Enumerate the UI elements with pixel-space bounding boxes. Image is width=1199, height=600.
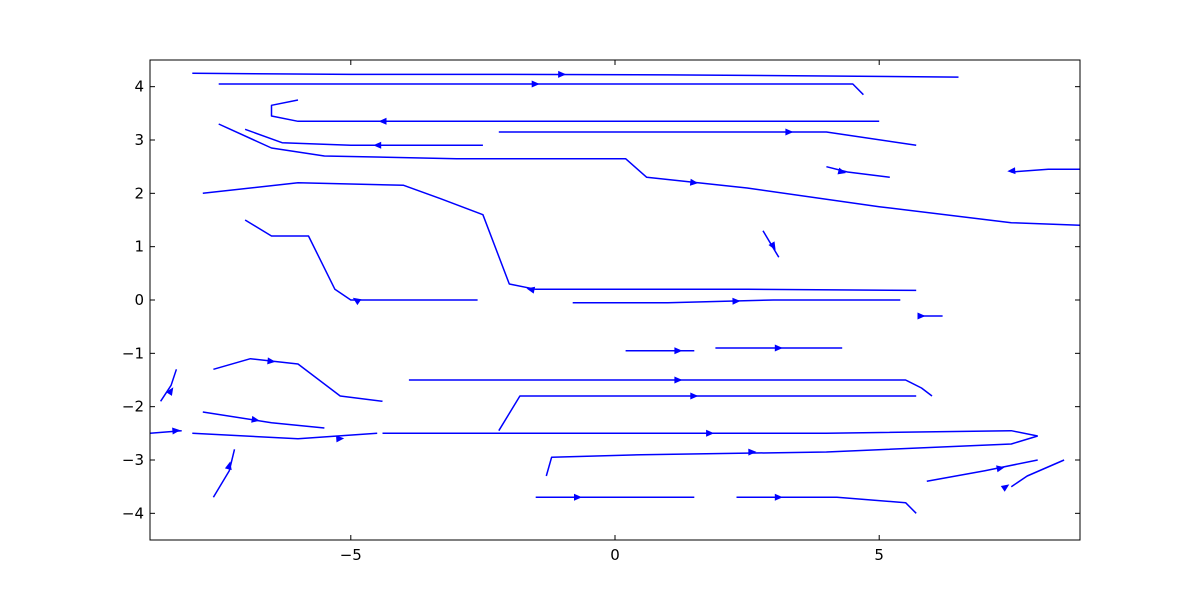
streamline-arrow-29 [917,312,926,320]
streamline-5 [244,128,483,147]
x-tick-label: −5 [340,546,362,564]
streamline-arrow-12 [706,429,715,437]
streamline-arrow-14 [748,448,757,456]
streamline-arrow-18 [674,347,683,355]
streamline-arrow-26 [996,465,1005,473]
streamline-arrow-4 [785,128,794,136]
streamline-9 [244,219,478,301]
ticks-layer [150,60,1080,540]
streamline-20 [213,357,383,403]
streamline-arrow-10 [674,376,683,384]
streamline-arrow-15 [574,493,582,501]
streamline-3 [270,99,880,123]
streamline-arrow-22 [172,427,181,435]
y-tick-label: 0 [134,291,144,309]
x-tick-label: 5 [874,546,884,564]
streamline-8 [572,299,901,304]
streamline-arrow-23 [224,461,232,471]
streamline-arrow-21 [251,415,260,423]
streamline-10 [408,379,933,397]
y-tick-label: −4 [122,504,144,522]
streamline-2 [218,83,864,96]
streamline-arrow-17 [774,344,783,352]
streamline-24 [159,369,178,402]
streamline-21 [202,411,325,429]
streamline-arrow-13 [336,435,345,443]
streamline-11 [498,395,917,432]
streamline-1 [192,72,959,78]
streamline-arrow-2 [531,80,540,88]
streamline-28 [826,165,890,179]
streamline-25 [1010,459,1065,488]
y-tick-label: −2 [122,398,144,416]
streamline-arrow-20 [267,357,276,365]
y-tick-label: 1 [134,238,144,256]
y-tick-label: 3 [134,131,144,149]
tick-labels-layer: −5 0 5 4 3 2 1 0 −1 −2 −3 −4 [122,78,884,564]
streamline-arrow-16 [774,493,783,501]
streamline-16 [736,496,917,514]
arrows-layer [166,70,1016,501]
streamline-arrow-6 [689,178,699,186]
streamline-13 [192,432,378,440]
streamline-arrow-1 [558,70,567,78]
y-tick-label: 4 [134,78,144,96]
streamline-arrow-3 [378,117,387,125]
streamline-arrow-9 [352,297,362,306]
streamline-23 [212,449,236,498]
streamline-arrow-28 [837,167,847,175]
streamline-4 [498,131,917,147]
streamline-arrow-24 [166,387,174,396]
streamline-arrow-5 [373,141,382,149]
x-tick-label: 0 [610,546,620,564]
y-tick-label: −1 [122,344,144,362]
streamlines-layer [150,72,1080,514]
streamline-12 [382,429,1038,437]
streamline-26 [926,459,1038,483]
streamline-27 [1011,168,1080,173]
y-tick-label: −3 [122,451,144,469]
streamline-arrow-7 [526,286,536,294]
streamline-7 [202,181,917,292]
streamline-6 [218,123,1080,227]
streamline-arrow-27 [1007,167,1016,175]
y-tick-label: 2 [134,184,144,202]
streamline-arrow-11 [690,392,699,400]
streamline-arrow-19 [768,241,776,251]
streamline-arrow-25 [1000,484,1010,492]
streamline-arrow-8 [732,297,741,305]
streamline-14 [545,435,1038,477]
